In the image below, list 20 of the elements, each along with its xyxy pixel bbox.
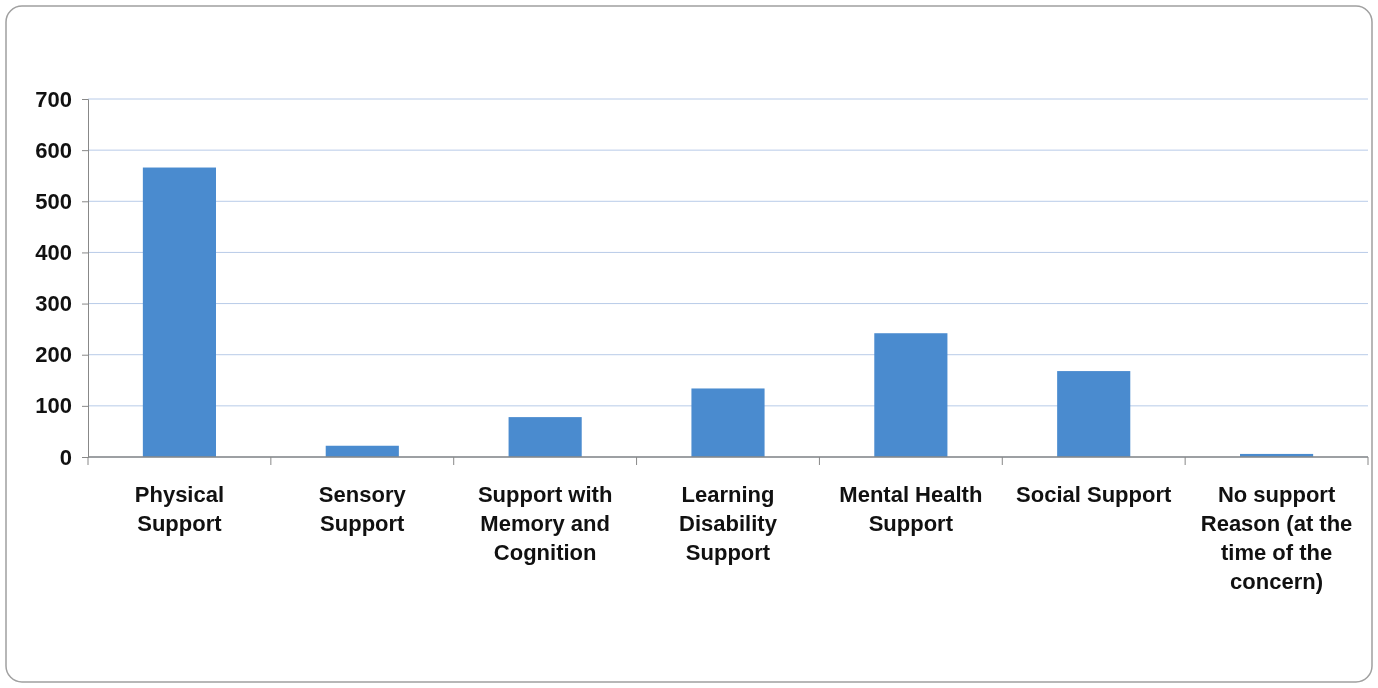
x-tick-label: Sensory Support — [318, 482, 407, 536]
bar — [1057, 371, 1131, 457]
y-tick-label: 100 — [35, 393, 72, 419]
y-tick-label: 700 — [35, 86, 72, 112]
bar — [874, 333, 948, 457]
x-tick-label: Support with Memory and Cognition — [477, 482, 613, 565]
x-tick-label: No support Reason (at the time of the concern) — [1200, 482, 1353, 594]
bar — [142, 167, 216, 457]
y-tick-label: 300 — [35, 291, 72, 317]
y-tick-label: 200 — [35, 342, 72, 368]
bar — [691, 388, 765, 457]
x-tick-label: Learning Disability Support — [679, 482, 778, 565]
x-tick-label: Social Support — [1016, 482, 1172, 507]
x-tick-label: Mental Health Support — [839, 482, 983, 536]
y-tick-label: 600 — [35, 137, 72, 163]
y-tick-label: 400 — [35, 239, 72, 265]
y-tick-label: 500 — [35, 188, 72, 214]
y-tick-label: 0 — [59, 444, 72, 470]
x-tick-label: Physical Support — [134, 482, 225, 536]
bar — [508, 417, 582, 457]
